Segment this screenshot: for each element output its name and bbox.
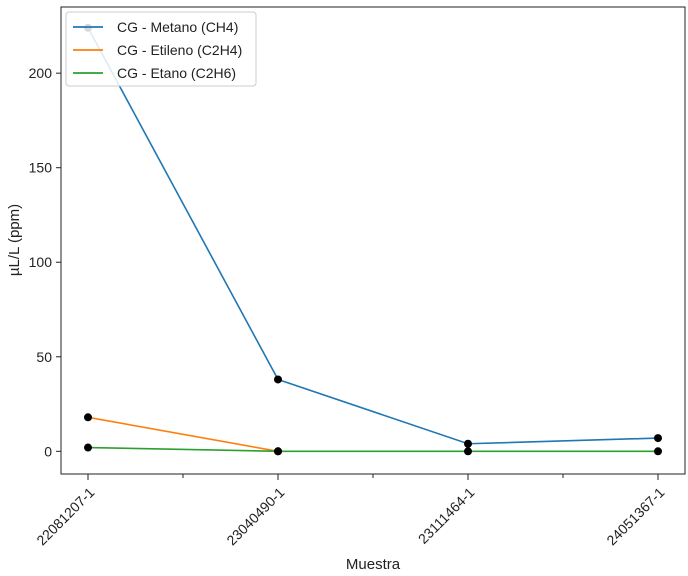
- x-tick-label: 24051367-1: [603, 484, 667, 548]
- legend-label: CG - Metano (CH4): [117, 19, 238, 35]
- legend-box: [65, 11, 257, 87]
- series-line: [87, 416, 279, 453]
- data-point: [654, 434, 662, 443]
- data-point: [84, 413, 92, 422]
- x-tick-label: 23040490-1: [223, 484, 287, 548]
- y-tick-label: 0: [44, 443, 52, 459]
- y-axis-label: µL/L (ppm): [6, 204, 23, 276]
- series-line: [87, 27, 659, 445]
- legend: CG - Metano (CH4) CG - Etileno (C2H4) CG -…: [65, 11, 257, 87]
- data-point: [84, 443, 92, 452]
- legend-label: CG - Etileno (C2H4): [117, 42, 242, 58]
- series-line: [87, 446, 658, 453]
- data-point: [274, 375, 282, 384]
- legend-label: CG - Etano (C2H6): [117, 65, 236, 81]
- y-tick-label: 200: [29, 65, 53, 81]
- series-group: [87, 27, 659, 453]
- x-axis-label: Muestra: [346, 556, 401, 573]
- data-point: [464, 439, 472, 448]
- data-point: [274, 447, 282, 456]
- data-point: [654, 447, 662, 456]
- x-tick-label: 22081207-1: [33, 484, 97, 548]
- y-tick-label: 150: [29, 160, 53, 176]
- y-tick-label: 50: [36, 349, 52, 365]
- x-tick-label: 23111464-1: [415, 484, 478, 547]
- data-point: [464, 447, 472, 456]
- y-tick-label: 100: [29, 254, 53, 270]
